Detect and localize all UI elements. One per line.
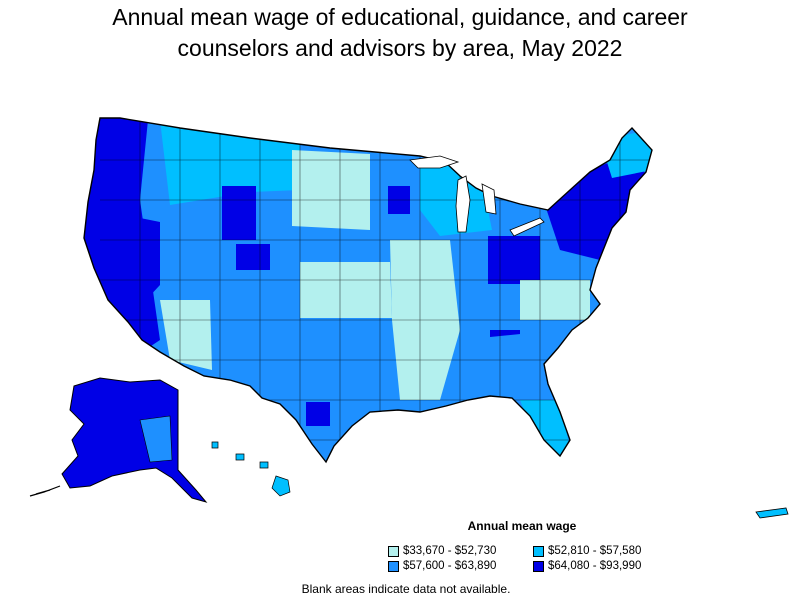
legend-item-tier-1: $33,670 - $52,730	[388, 545, 496, 557]
legend-label-tier-1: $33,670 - $52,730	[403, 545, 497, 557]
lake-superior	[409, 155, 460, 169]
region-plains	[300, 262, 392, 318]
region-nevada	[110, 212, 160, 300]
region-southeast	[460, 330, 560, 410]
lake-huron	[481, 183, 497, 215]
legend-swatch-tier-1	[388, 545, 399, 557]
legend-title: Annual mean wage	[467, 519, 577, 533]
hawaii-big-island	[271, 475, 291, 497]
great-lakes	[409, 155, 545, 237]
hawaii	[211, 441, 291, 497]
legend-item-tier-3: $57,600 - $63,890	[388, 560, 496, 572]
region-florida	[520, 400, 572, 460]
area-boundaries	[100, 118, 652, 462]
alaska-inner-region	[139, 415, 173, 463]
legend-item-tier-4: $64,080 - $93,990	[533, 560, 641, 572]
us-outline	[83, 117, 653, 464]
region-arizona	[160, 300, 212, 370]
map-title-line-1: Annual mean wage of educational, guidanc…	[112, 4, 688, 30]
puerto-rico	[755, 507, 789, 519]
region-northern-rockies	[160, 120, 300, 205]
region-appalachia	[520, 280, 590, 320]
region-ohio-valley	[488, 236, 540, 284]
hawaii-oahu	[235, 453, 245, 461]
aleutian-islands	[29, 485, 61, 497]
lake-michigan	[455, 175, 471, 233]
alaska-shape	[61, 377, 208, 503]
region-texas-high	[306, 402, 330, 426]
map-title-line-2: counselors and advisors by area, May 202…	[177, 35, 623, 61]
footnote: Blank areas indicate data not available.	[301, 582, 511, 596]
lake-erie	[509, 217, 545, 237]
region-dakotas	[292, 150, 370, 230]
legend-swatch-tier-3	[388, 560, 399, 572]
legend-label-tier-2: $52,810 - $57,580	[548, 545, 642, 557]
region-wyoming	[222, 186, 256, 240]
map-title: Annual mean wage of educational, guidanc…	[0, 2, 800, 64]
legend-item-tier-2: $52,810 - $57,580	[533, 545, 641, 557]
legend-label-tier-4: $64,080 - $93,990	[548, 560, 642, 572]
hawaii-maui	[259, 461, 269, 469]
puerto-rico-shape	[755, 507, 789, 519]
legend-label-tier-3: $57,600 - $63,890	[403, 560, 497, 572]
region-utah	[190, 246, 240, 300]
region-texas	[240, 330, 352, 450]
legend-swatch-tier-4	[533, 560, 544, 572]
legend-swatch-tier-2	[533, 545, 544, 557]
region-colorado-high	[236, 244, 270, 270]
alaska	[29, 377, 208, 503]
hawaii-kauai	[211, 441, 219, 449]
